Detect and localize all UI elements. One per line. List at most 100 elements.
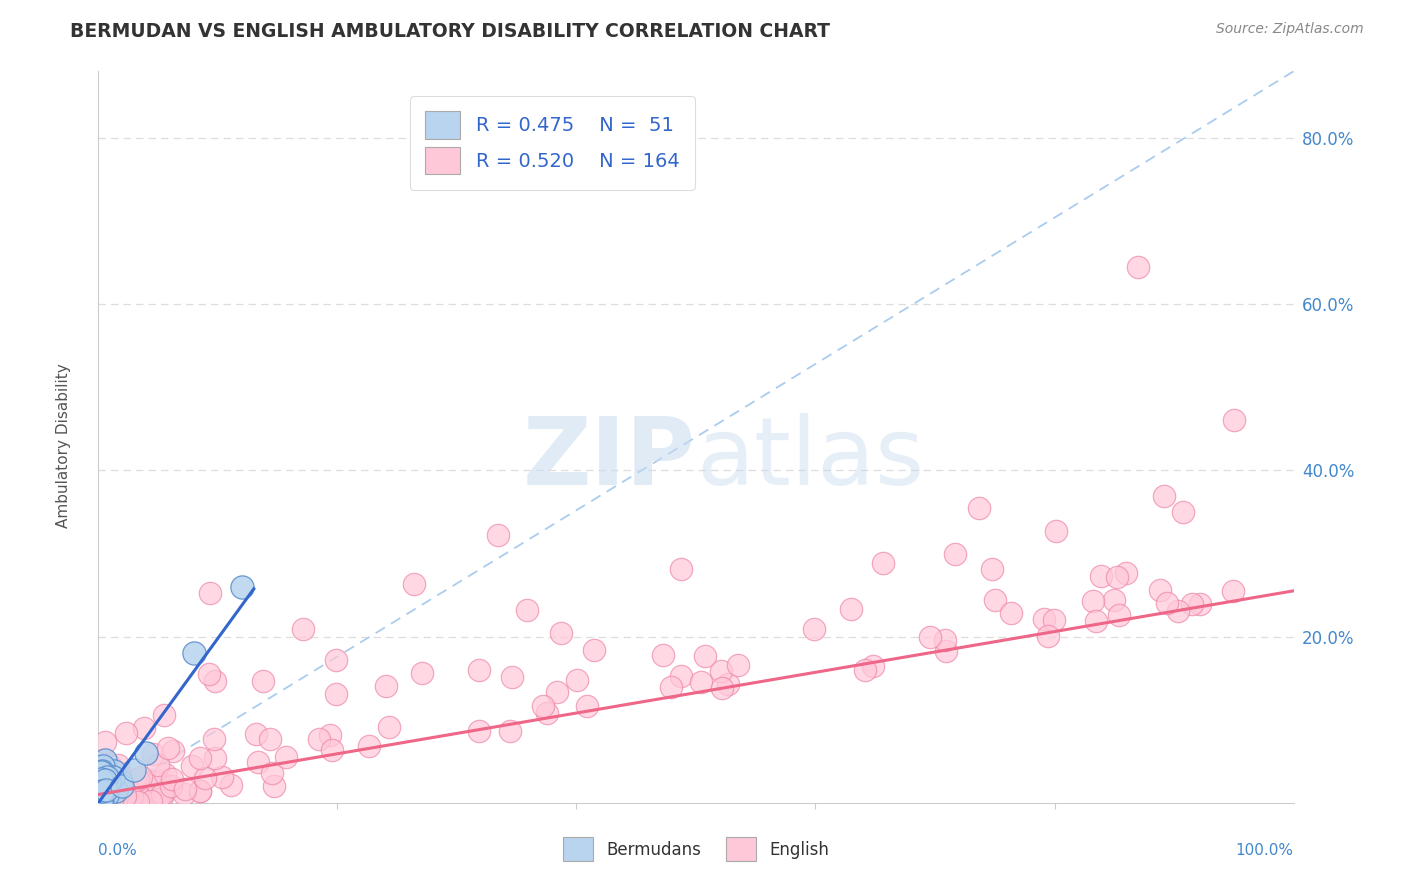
- Point: [690, 675, 713, 690]
- Point: [94, 785, 117, 799]
- Point: [231, 580, 253, 594]
- Point: [89, 796, 111, 810]
- Point: [142, 747, 165, 762]
- Point: [89, 782, 111, 797]
- Point: [321, 742, 343, 756]
- Point: [693, 649, 716, 664]
- Point: [1149, 582, 1171, 597]
- Point: [129, 770, 152, 784]
- Point: [115, 725, 138, 739]
- Point: [93, 783, 115, 797]
- Point: [918, 630, 941, 644]
- Point: [499, 724, 522, 739]
- Point: [89, 786, 111, 800]
- Point: [565, 673, 588, 688]
- Point: [87, 786, 110, 800]
- Point: [89, 788, 111, 802]
- Point: [110, 773, 132, 788]
- Point: [115, 791, 138, 805]
- Point: [943, 547, 966, 561]
- Text: Ambulatory Disability: Ambulatory Disability: [56, 364, 70, 528]
- Point: [111, 779, 134, 793]
- Point: [583, 642, 606, 657]
- Point: [134, 789, 156, 803]
- Point: [127, 795, 149, 809]
- Point: [132, 722, 155, 736]
- Point: [468, 663, 491, 677]
- Point: [87, 776, 110, 790]
- Point: [89, 796, 111, 810]
- Point: [1223, 413, 1246, 427]
- Point: [153, 708, 176, 723]
- Point: [981, 562, 1004, 576]
- Point: [1128, 260, 1150, 274]
- Point: [108, 795, 131, 809]
- Point: [96, 780, 118, 795]
- Point: [91, 796, 114, 810]
- Point: [91, 788, 114, 802]
- Point: [89, 785, 111, 799]
- Point: [91, 776, 114, 790]
- Point: [114, 789, 136, 803]
- Point: [546, 685, 568, 699]
- Point: [91, 796, 114, 810]
- Point: [190, 784, 212, 798]
- Point: [93, 782, 115, 797]
- Text: 100.0%: 100.0%: [1236, 843, 1294, 858]
- Point: [1081, 594, 1104, 608]
- Point: [727, 657, 749, 672]
- Point: [533, 698, 555, 713]
- Point: [91, 773, 114, 788]
- Point: [1167, 604, 1189, 618]
- Legend: Bermudans, English: Bermudans, English: [557, 830, 835, 868]
- Point: [94, 772, 117, 787]
- Point: [114, 791, 136, 805]
- Point: [274, 750, 297, 764]
- Point: [839, 602, 862, 616]
- Point: [98, 793, 121, 807]
- Point: [94, 791, 117, 805]
- Point: [183, 646, 205, 660]
- Point: [669, 562, 692, 576]
- Point: [94, 753, 117, 767]
- Point: [107, 793, 129, 807]
- Point: [262, 766, 284, 780]
- Point: [357, 739, 380, 754]
- Point: [94, 783, 117, 797]
- Point: [94, 779, 117, 793]
- Point: [325, 687, 347, 701]
- Point: [659, 681, 682, 695]
- Point: [162, 772, 184, 787]
- Point: [1153, 489, 1175, 503]
- Point: [121, 789, 143, 804]
- Point: [378, 720, 401, 734]
- Point: [98, 786, 121, 800]
- Point: [984, 593, 1007, 607]
- Point: [103, 782, 125, 797]
- Point: [194, 771, 217, 785]
- Point: [97, 770, 120, 784]
- Point: [188, 750, 211, 764]
- Point: [90, 795, 112, 809]
- Point: [90, 781, 112, 796]
- Point: [1115, 566, 1137, 580]
- Point: [1032, 612, 1054, 626]
- Point: [90, 764, 112, 779]
- Point: [967, 500, 990, 515]
- Point: [1188, 597, 1211, 611]
- Point: [118, 795, 141, 809]
- Point: [173, 787, 195, 801]
- Point: [1108, 608, 1130, 623]
- Point: [219, 778, 242, 792]
- Point: [325, 653, 347, 667]
- Point: [1085, 615, 1108, 629]
- Point: [98, 758, 121, 772]
- Point: [157, 780, 180, 795]
- Point: [375, 679, 398, 693]
- Point: [125, 778, 148, 792]
- Point: [1107, 570, 1129, 584]
- Point: [89, 781, 111, 796]
- Point: [717, 677, 740, 691]
- Point: [1045, 524, 1067, 538]
- Point: [96, 776, 118, 790]
